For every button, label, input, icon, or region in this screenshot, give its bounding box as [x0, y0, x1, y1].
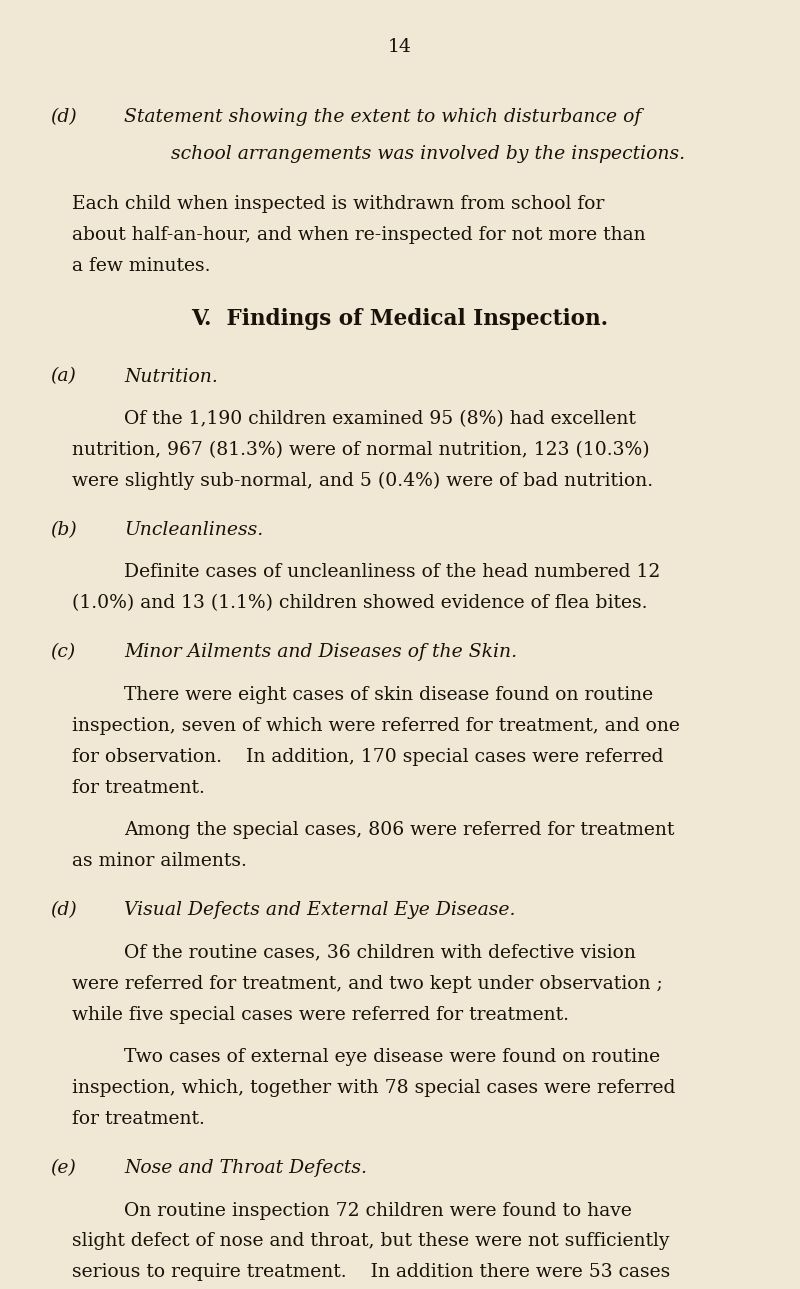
Text: for treatment.: for treatment. — [72, 779, 205, 797]
Text: (d): (d) — [50, 901, 77, 919]
Text: (b): (b) — [50, 521, 77, 539]
Text: school arrangements was involved by the inspections.: school arrangements was involved by the … — [171, 144, 685, 162]
Text: Of the 1,190 children examined 95 (8%) had excellent: Of the 1,190 children examined 95 (8%) h… — [124, 410, 636, 428]
Text: 14: 14 — [388, 39, 412, 57]
Text: for treatment.: for treatment. — [72, 1110, 205, 1128]
Text: (d): (d) — [50, 108, 77, 126]
Text: Of the routine cases, 36 children with defective vision: Of the routine cases, 36 children with d… — [124, 944, 636, 962]
Text: Minor Ailments and Diseases of the Skin.: Minor Ailments and Diseases of the Skin. — [124, 643, 517, 661]
Text: (c): (c) — [50, 643, 76, 661]
Text: a few minutes.: a few minutes. — [72, 257, 210, 275]
Text: were slightly sub-normal, and 5 (0.4%) were of bad nutrition.: were slightly sub-normal, and 5 (0.4%) w… — [72, 472, 653, 490]
Text: inspection, which, together with 78 special cases were referred: inspection, which, together with 78 spec… — [72, 1079, 675, 1097]
Text: Nutrition.: Nutrition. — [124, 367, 218, 385]
Text: On routine inspection 72 children were found to have: On routine inspection 72 children were f… — [124, 1201, 632, 1219]
Text: Two cases of external eye disease were found on routine: Two cases of external eye disease were f… — [124, 1048, 660, 1066]
Text: There were eight cases of skin disease found on routine: There were eight cases of skin disease f… — [124, 686, 653, 704]
Text: (e): (e) — [50, 1159, 76, 1177]
Text: (1.0%) and 13 (1.1%) children showed evidence of flea bites.: (1.0%) and 13 (1.1%) children showed evi… — [72, 594, 647, 612]
Text: V.  Findings of Medical Inspection.: V. Findings of Medical Inspection. — [191, 308, 609, 330]
Text: Each child when inspected is withdrawn from school for: Each child when inspected is withdrawn f… — [72, 195, 604, 213]
Text: slight defect of nose and throat, but these were not sufficiently: slight defect of nose and throat, but th… — [72, 1232, 670, 1250]
Text: were referred for treatment, and two kept under observation ;: were referred for treatment, and two kep… — [72, 974, 662, 993]
Text: while five special cases were referred for treatment.: while five special cases were referred f… — [72, 1005, 569, 1023]
Text: inspection, seven of which were referred for treatment, and one: inspection, seven of which were referred… — [72, 717, 680, 735]
Text: about half-an-hour, and when re-inspected for not more than: about half-an-hour, and when re-inspecte… — [72, 226, 646, 244]
Text: Statement showing the extent to which disturbance of: Statement showing the extent to which di… — [124, 108, 642, 126]
Text: as minor ailments.: as minor ailments. — [72, 852, 247, 870]
Text: (a): (a) — [50, 367, 76, 385]
Text: Visual Defects and External Eye Disease.: Visual Defects and External Eye Disease. — [124, 901, 515, 919]
Text: serious to require treatment.    In addition there were 53 cases: serious to require treatment. In additio… — [72, 1263, 670, 1281]
Text: Nose and Throat Defects.: Nose and Throat Defects. — [124, 1159, 367, 1177]
Text: for observation.    In addition, 170 special cases were referred: for observation. In addition, 170 specia… — [72, 748, 663, 766]
Text: Among the special cases, 806 were referred for treatment: Among the special cases, 806 were referr… — [124, 821, 674, 839]
Text: Uncleanliness.: Uncleanliness. — [124, 521, 263, 539]
Text: Definite cases of uncleanliness of the head numbered 12: Definite cases of uncleanliness of the h… — [124, 563, 660, 581]
Text: nutrition, 967 (81.3%) were of normal nutrition, 123 (10.3%): nutrition, 967 (81.3%) were of normal nu… — [72, 441, 650, 459]
